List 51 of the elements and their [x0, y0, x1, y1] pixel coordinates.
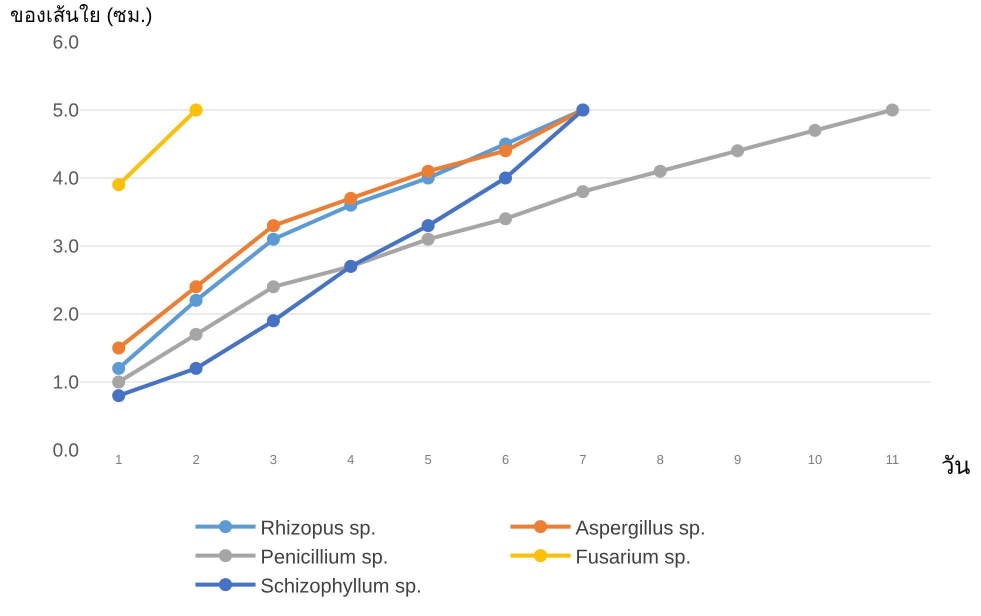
- point: [190, 294, 203, 307]
- legend-label: Schizophyllum sp.: [260, 575, 422, 598]
- point: [344, 192, 358, 205]
- x-tick-label: 2: [192, 452, 200, 467]
- point: [576, 185, 590, 198]
- legend-label: Penicillium sp.: [260, 546, 388, 568]
- point: [112, 376, 126, 388]
- x-axis-title: วัน: [941, 453, 970, 480]
- legend-label: Aspergillus sp.: [576, 517, 706, 540]
- point: [112, 389, 126, 402]
- point: [886, 104, 899, 116]
- y-tick-label: 5.0: [52, 100, 79, 122]
- point: [190, 328, 203, 341]
- point: [266, 280, 280, 294]
- point: [422, 164, 435, 178]
- x-tick-label: 1: [115, 452, 122, 467]
- y-tick-label: 3.0: [52, 236, 79, 258]
- y-axis-title: ของเส้นใย (ซม.): [10, 4, 152, 27]
- point: [266, 219, 280, 232]
- point: [499, 172, 512, 184]
- point: [499, 212, 512, 226]
- point: [422, 219, 435, 232]
- point: [266, 232, 280, 246]
- x-tick-label: 4: [347, 452, 354, 467]
- point: [422, 232, 435, 246]
- point: [112, 178, 126, 192]
- legend-label: Rhizopus sp.: [260, 517, 376, 540]
- y-tick-label: 2.0: [52, 304, 79, 326]
- legend-label: Fusarium sp.: [576, 546, 692, 568]
- point: [499, 144, 512, 158]
- point: [190, 280, 203, 294]
- x-tick-label: 9: [734, 452, 742, 467]
- x-tick-label: 6: [502, 452, 510, 467]
- point: [731, 144, 744, 158]
- point: [266, 314, 280, 328]
- point: [654, 164, 667, 178]
- x-tick-label: 7: [579, 452, 586, 467]
- y-tick-label: 0.0: [52, 440, 79, 462]
- y-tick-label: 6.0: [52, 32, 79, 54]
- x-tick-label: 11: [886, 452, 900, 467]
- point: [112, 342, 126, 354]
- x-tick-label: 10: [808, 452, 822, 467]
- point: [190, 104, 203, 116]
- x-tick-label: 5: [424, 452, 432, 467]
- point: [112, 362, 126, 375]
- y-tick-label: 4.0: [52, 168, 79, 190]
- point: [190, 362, 203, 375]
- point: [808, 124, 822, 137]
- x-tick-label: 8: [656, 452, 664, 467]
- x-tick-label: 3: [270, 452, 278, 467]
- y-tick-label: 1.0: [52, 372, 79, 394]
